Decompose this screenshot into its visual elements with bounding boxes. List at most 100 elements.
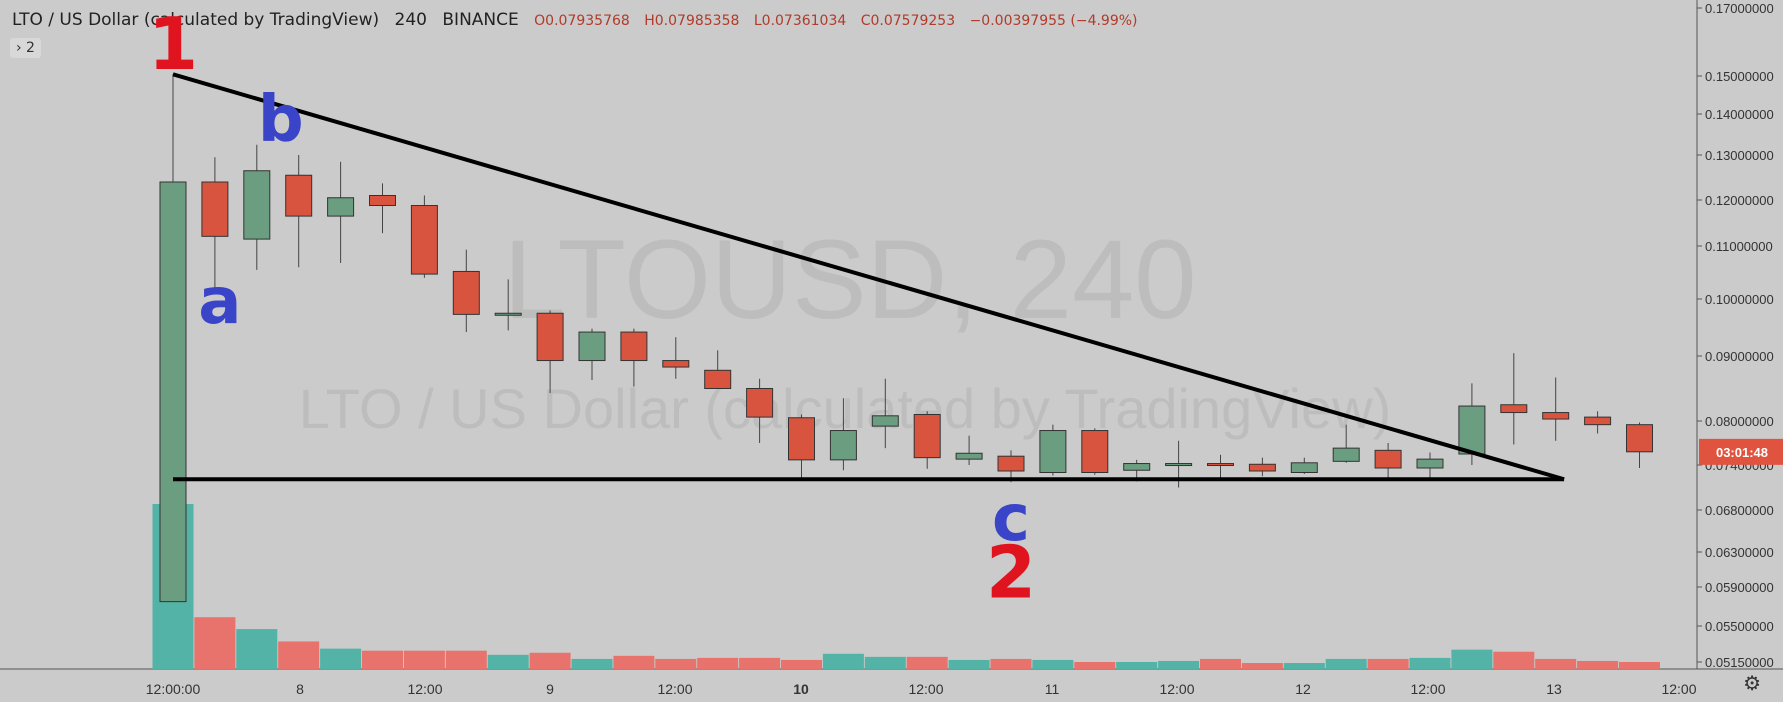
candle-body <box>1332 447 1360 462</box>
candle-body <box>1081 430 1109 473</box>
volume-bar <box>864 656 906 669</box>
chart-header: LTO / US Dollar (calculated by TradingVi… <box>12 10 1158 30</box>
volume-bar <box>697 657 739 669</box>
close-value: C0.07579253 <box>860 13 956 29</box>
annotation-one: 1 <box>148 2 198 86</box>
time-tick-label: 12:00 <box>1159 681 1194 697</box>
high-value: H0.07985358 <box>644 13 740 29</box>
candle-body <box>871 415 899 427</box>
watermark-description: LTO / US Dollar (calculated by TradingVi… <box>299 377 1391 440</box>
volume-bar <box>1325 658 1367 669</box>
volume-bar <box>445 650 487 669</box>
candle-body <box>494 312 522 316</box>
volume-bar <box>1409 657 1451 669</box>
time-tick-label: 10 <box>793 681 809 697</box>
candle-body <box>159 181 187 603</box>
volume-bar <box>1367 658 1409 669</box>
volume-bar <box>320 648 362 669</box>
candle-body <box>1290 462 1318 473</box>
exchange-label: BINANCE <box>442 10 519 30</box>
volume-bar <box>403 650 445 669</box>
candle-body <box>1207 463 1234 467</box>
gear-icon[interactable]: ⚙ <box>1743 673 1761 695</box>
volume-bar <box>1074 662 1116 669</box>
candle-body <box>955 452 983 460</box>
candle-body <box>746 388 774 418</box>
price-tick-label: 0.12000000 <box>1705 193 1774 208</box>
candle-body <box>410 205 438 275</box>
volume-bar <box>1116 662 1158 669</box>
time-tick-label: 12:00 <box>1661 681 1696 697</box>
volume-bar <box>1577 660 1619 669</box>
price-tick-label: 0.10000000 <box>1705 292 1774 307</box>
candle-body <box>704 369 732 389</box>
candle-body <box>1542 412 1570 420</box>
price-tick-label: 0.05500000 <box>1705 619 1774 634</box>
volume-bar <box>571 658 613 669</box>
legend-toggle-button[interactable]: › 2 <box>10 38 41 58</box>
candle-body <box>452 270 480 315</box>
candle-body <box>1416 458 1444 469</box>
open-value: O0.07935768 <box>534 13 630 29</box>
volume-bar <box>739 657 781 669</box>
time-tick-label: 12:00 <box>908 681 943 697</box>
volume-bar <box>822 653 864 669</box>
trendline <box>172 72 1565 482</box>
time-tick-label: 12:00 <box>1410 681 1445 697</box>
candle-body <box>1584 416 1612 426</box>
candle-body <box>1626 424 1653 453</box>
candle-body <box>536 312 564 362</box>
candle-body <box>913 414 941 459</box>
volume-bar <box>1032 659 1074 669</box>
volume-bar <box>278 641 320 669</box>
candle-body <box>243 170 271 240</box>
price-tick-label: 0.14000000 <box>1705 107 1774 122</box>
annotation-two: 2 <box>986 530 1036 614</box>
candle-body <box>1123 463 1151 471</box>
volume-bar <box>990 658 1032 669</box>
interval-label[interactable]: 240 <box>394 10 427 30</box>
current-price-marker <box>1699 438 1783 465</box>
watermark-ticker: LTOUSD, 240 <box>503 217 1196 342</box>
time-tick-label: 13 <box>1546 681 1562 697</box>
price-tick-label: 0.17000000 <box>1705 1 1774 16</box>
time-tick-label: 12:00 <box>407 681 442 697</box>
price-tick-label: 0.08000000 <box>1705 414 1774 429</box>
candle-body <box>1500 404 1528 414</box>
candle-body <box>997 455 1025 472</box>
volume-bar <box>1200 658 1241 669</box>
volume-bar <box>1451 649 1493 669</box>
volume-bar <box>613 655 655 669</box>
candle-body <box>285 174 313 217</box>
candle-body <box>1248 463 1276 472</box>
candle-body <box>578 331 606 362</box>
volume-bar <box>1283 663 1325 669</box>
candle-body <box>1165 463 1193 467</box>
volume-bar <box>781 659 822 669</box>
time-tick-label: 11 <box>1045 681 1060 697</box>
volume-bar <box>362 650 403 669</box>
countdown-label: 03:01:48 <box>1716 445 1768 460</box>
volume-bar <box>1158 660 1200 669</box>
candle-body <box>1039 430 1067 473</box>
volume-bar <box>1241 663 1283 669</box>
annotation-c: c <box>992 482 1030 556</box>
candle-body <box>327 197 355 217</box>
candle-body <box>1374 449 1402 469</box>
candle-body <box>620 331 648 362</box>
volume-bar <box>655 658 697 669</box>
price-scale <box>1697 0 1783 669</box>
symbol-title[interactable]: LTO / US Dollar (calculated by TradingVi… <box>12 10 380 30</box>
annotation-a: a <box>198 265 241 339</box>
price-tick-label: 0.05150000 <box>1705 655 1774 670</box>
time-tick-label: 12:00:00 <box>146 681 201 697</box>
ohlc-values: O0.07935768 H0.07985358 L0.07361034 C0.0… <box>534 13 1147 29</box>
price-tick-label: 0.06800000 <box>1705 503 1774 518</box>
volume-bar <box>948 659 990 669</box>
volume-bar <box>1619 662 1660 669</box>
price-tick-label: 0.11000000 <box>1705 239 1773 254</box>
time-tick-label: 12 <box>1295 681 1311 697</box>
time-tick-label: 9 <box>546 681 554 697</box>
annotation-b: b <box>258 83 304 157</box>
